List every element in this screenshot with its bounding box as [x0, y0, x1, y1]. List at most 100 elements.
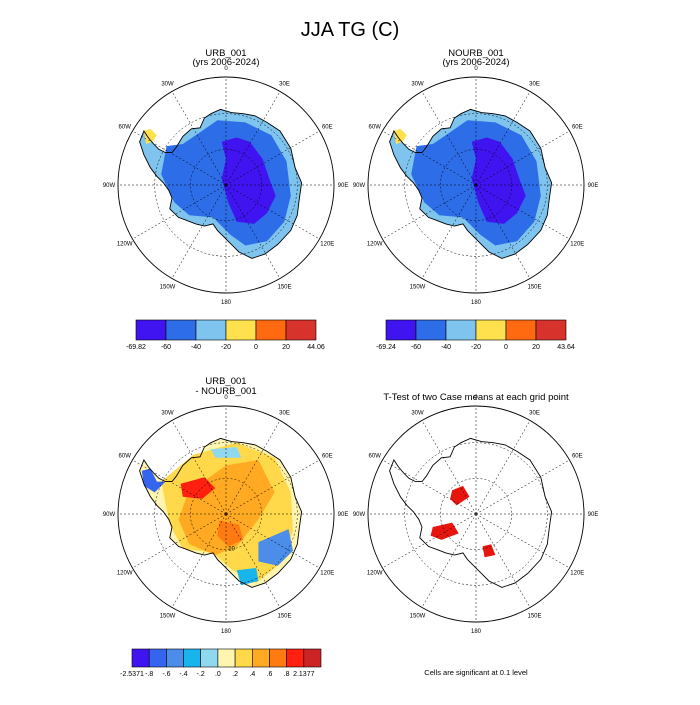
longitude-label: 150W	[410, 613, 426, 619]
longitude-label: 120E	[570, 242, 584, 248]
colorbar-box	[445, 319, 477, 341]
colorbar-label: -60	[411, 344, 421, 351]
latitude-circle	[154, 442, 298, 586]
colorbar-box	[217, 648, 236, 668]
field-region-coldest	[221, 137, 276, 224]
field-fill	[430, 485, 496, 558]
colorbar-label: 0	[254, 344, 258, 351]
meridian-line	[171, 184, 227, 279]
longitude-label: 30W	[161, 411, 174, 417]
field-region-peninsula	[143, 128, 157, 144]
meridian-line	[225, 420, 281, 515]
longitude-label: 0	[224, 395, 228, 401]
meridian-line	[225, 91, 281, 186]
diff-region-negative	[141, 468, 166, 493]
colorbar-box	[131, 648, 150, 668]
longitude-label: 120W	[117, 571, 133, 577]
latitude-circle	[190, 478, 262, 550]
longitude-label: 0	[474, 395, 478, 401]
meridian-line	[171, 513, 227, 608]
panel-4-title: T-Test of two Case means at each grid po…	[383, 392, 569, 403]
colorbar-box	[385, 319, 417, 341]
diff-region-positive-high	[217, 520, 244, 547]
coastline	[389, 108, 553, 259]
longitude-label: 90E	[338, 183, 349, 189]
colorbar-label: -40	[441, 344, 451, 351]
colorbar-label: 2.1377	[293, 671, 315, 678]
map-boundary	[117, 405, 335, 623]
meridian-line	[171, 91, 227, 186]
significant-cells-3	[482, 544, 496, 558]
meridian-line	[132, 184, 227, 240]
meridian-line	[475, 459, 570, 515]
meridian-line	[421, 184, 477, 279]
meridian-line	[421, 420, 477, 515]
colorbar-label: 0	[504, 344, 508, 351]
meridian-line	[132, 513, 227, 569]
map-panel-3: 0 30E 60E 90E 120E 150E 180 150W 120W 90W 60W 30W 10	[103, 395, 349, 635]
colorbar-label: .2	[232, 671, 238, 678]
longitude-label: 90W	[353, 183, 366, 189]
meridian-line	[475, 91, 531, 186]
meridian-line	[225, 459, 320, 515]
colorbar-label: -69.82	[126, 344, 146, 351]
longitude-label: 30E	[279, 411, 290, 417]
panel-2-title-line2: (yrs 2006-2024)	[442, 57, 509, 68]
panel-3-title-line1: URB_001	[205, 376, 246, 387]
graticule	[368, 406, 584, 622]
meridian-line	[382, 130, 477, 186]
colorbar-label: 43.64	[557, 344, 575, 351]
colorbar-box	[135, 319, 167, 341]
field-fill	[139, 438, 302, 588]
longitude-label: 0	[224, 66, 228, 72]
longitude-label: 30E	[279, 82, 290, 88]
colorbar-box	[415, 319, 447, 341]
longitude-label: 30E	[529, 411, 540, 417]
longitude-label: 30W	[161, 82, 174, 88]
longitude-label: 0	[474, 66, 478, 72]
coastline	[139, 108, 303, 259]
graticule	[118, 406, 334, 622]
colorbar-box	[285, 319, 317, 341]
longitude-label: 90W	[353, 512, 366, 518]
meridian-line	[225, 130, 320, 186]
meridian-line	[225, 513, 281, 608]
colorbar-label: .4	[249, 671, 255, 678]
latitude-circle	[154, 113, 298, 257]
longitude-label: 60W	[369, 454, 382, 460]
colorbars-layer: -69.82 -60 -40 -20 0 20 44.06 -69.24 -60 -40 -20 0 2…	[120, 319, 575, 678]
meridian-line	[382, 459, 477, 515]
longitude-label: 120W	[367, 571, 383, 577]
field-region-peninsula	[393, 128, 407, 144]
graticule	[118, 77, 334, 293]
colorbar-label: -.8	[145, 671, 153, 678]
field-fill	[139, 109, 302, 259]
field-fill	[389, 109, 552, 259]
meridian-line	[475, 420, 531, 515]
meridian-line	[475, 184, 570, 240]
longitude-label: 60E	[322, 125, 333, 131]
longitude-label: 60E	[322, 454, 333, 460]
colorbar-box	[165, 319, 197, 341]
longitude-label: 90E	[588, 512, 599, 518]
colorbar-box	[234, 648, 253, 668]
map-boundary	[367, 76, 585, 294]
colorbar-1: -69.82 -60 -40 -20 0 20 44.06	[126, 319, 325, 351]
meridian-line	[225, 184, 320, 240]
longitude-label: 180	[471, 629, 482, 635]
longitude-label: 120W	[117, 242, 133, 248]
meridian-line	[171, 420, 227, 515]
colorbar-box	[252, 648, 270, 668]
colorbar-label: -.6	[162, 671, 170, 678]
longitude-label: 150E	[277, 613, 291, 619]
meridian-line	[132, 459, 227, 515]
meridian-line	[421, 513, 477, 608]
colorbar-label: 44.06	[307, 344, 325, 351]
meridian-line	[475, 513, 570, 569]
colorbar-label: 20	[532, 344, 540, 351]
colorbar-label: .0	[215, 671, 221, 678]
colorbar-label: -60	[161, 344, 171, 351]
colorbar-box	[255, 319, 287, 341]
